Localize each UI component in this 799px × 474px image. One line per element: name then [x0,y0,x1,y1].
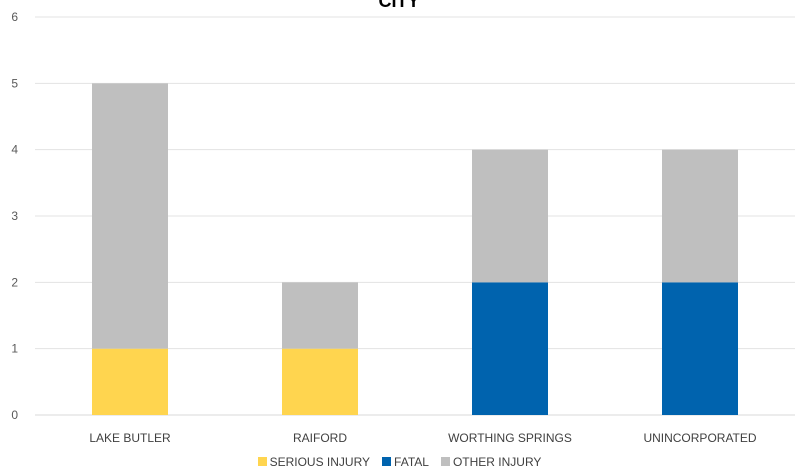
bar-segment [662,149,738,283]
x-category-label: LAKE BUTLER [89,431,171,445]
legend: SERIOUS INJURY FATAL OTHER INJURY [0,455,799,469]
legend-item: FATAL [382,455,429,469]
bar-segment [282,282,358,349]
bar-segment [92,83,168,349]
bar-segment [662,282,738,415]
legend-item: SERIOUS INJURY [257,455,371,469]
x-category-label: RAIFORD [293,431,347,445]
y-tick-label: 2 [11,275,18,289]
y-tick-label: 0 [11,408,18,422]
legend-label: SERIOUS INJURY [269,455,371,469]
bar-segment [472,282,548,415]
legend-swatch [440,457,450,466]
chart-title: CITY [378,0,419,11]
legend-label: FATAL [394,455,429,469]
legend-label: OTHER INJURY [452,455,542,469]
legend-swatch [382,457,392,466]
y-tick-label: 6 [11,10,18,24]
legend-item: OTHER INJURY [440,455,542,469]
y-tick-label: 5 [11,76,18,90]
x-axis-labels: LAKE BUTLER RAIFORD WORTHING SPRINGS UNINCO… [89,431,757,445]
y-axis-ticks: 0 1 2 3 4 5 6 [11,10,18,422]
bar-segment [282,348,358,415]
y-tick-label: 4 [11,143,18,157]
bar-segment [472,149,548,283]
y-tick-label: 1 [11,342,18,356]
x-category-label: WORTHING SPRINGS [448,431,572,445]
y-tick-label: 3 [11,209,18,223]
bars [92,83,738,415]
legend-swatch [257,457,267,466]
bar-segment [92,348,168,415]
x-category-label: UNINCORPORATED [643,431,756,445]
